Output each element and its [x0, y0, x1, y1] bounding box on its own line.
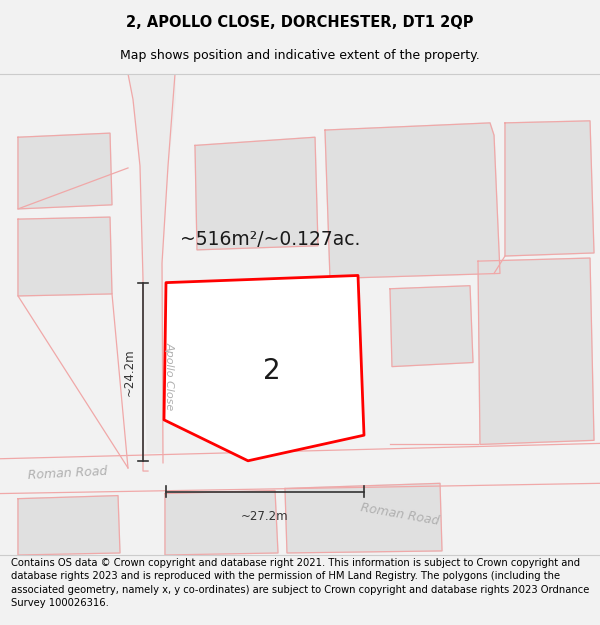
Text: ~516m²/~0.127ac.: ~516m²/~0.127ac. — [180, 230, 360, 249]
Polygon shape — [390, 286, 473, 367]
Polygon shape — [285, 483, 442, 553]
Text: Map shows position and indicative extent of the property.: Map shows position and indicative extent… — [120, 49, 480, 62]
Text: 2, APOLLO CLOSE, DORCHESTER, DT1 2QP: 2, APOLLO CLOSE, DORCHESTER, DT1 2QP — [126, 14, 474, 29]
Text: 2: 2 — [263, 357, 281, 385]
Text: ~27.2m: ~27.2m — [241, 510, 289, 523]
Polygon shape — [165, 491, 278, 555]
Polygon shape — [478, 258, 594, 444]
Text: Roman Road: Roman Road — [359, 501, 440, 528]
Text: Contains OS data © Crown copyright and database right 2021. This information is : Contains OS data © Crown copyright and d… — [11, 558, 589, 608]
Polygon shape — [0, 442, 600, 555]
Polygon shape — [164, 276, 364, 461]
Text: Apollo Close: Apollo Close — [165, 342, 175, 410]
Text: Roman Road: Roman Road — [28, 464, 108, 482]
Polygon shape — [505, 121, 594, 256]
Polygon shape — [18, 217, 112, 296]
Text: ~24.2m: ~24.2m — [122, 348, 136, 396]
Polygon shape — [195, 138, 318, 250]
Polygon shape — [18, 496, 120, 555]
Polygon shape — [18, 133, 112, 209]
Polygon shape — [325, 123, 500, 279]
Polygon shape — [128, 74, 175, 471]
